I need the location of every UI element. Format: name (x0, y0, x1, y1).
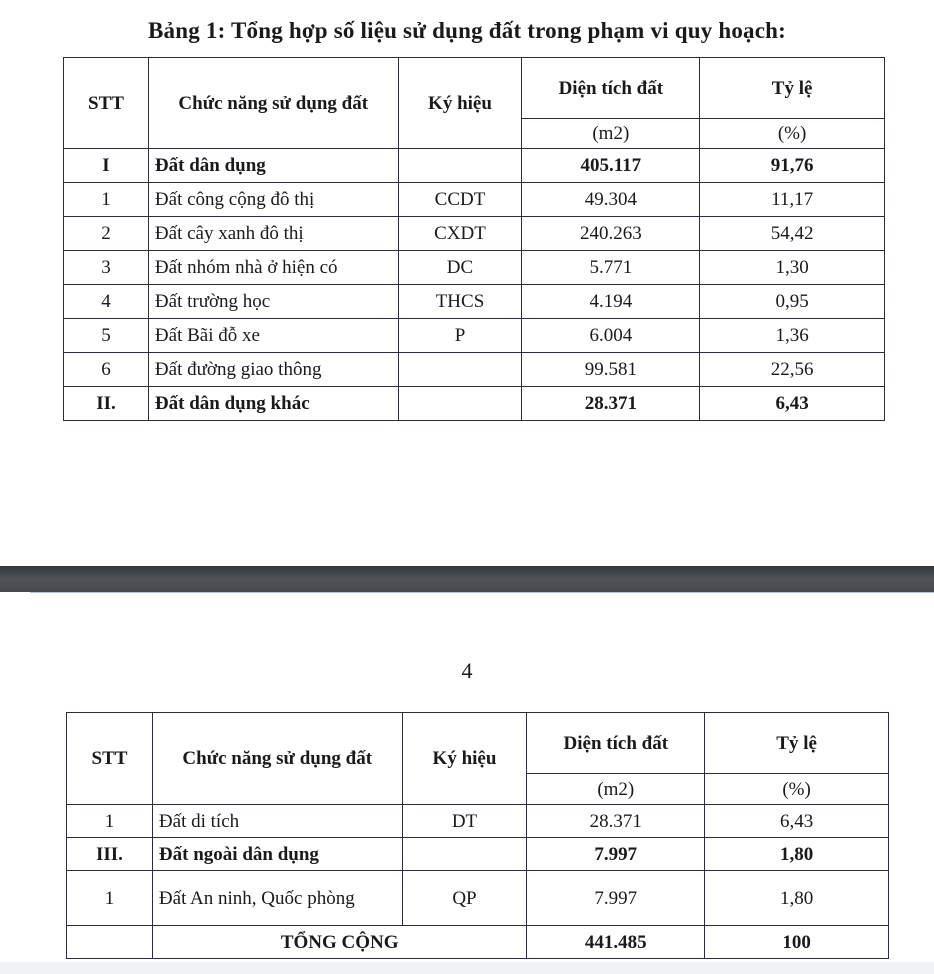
header-area: Diện tích đất (526, 712, 706, 774)
table-row: II. Đất dân dụng khác 28.371 6,43 (63, 386, 885, 421)
page-break-line (30, 592, 934, 593)
table-row: III. Đất ngoài dân dụng 7.997 1,80 (66, 837, 889, 871)
cell-stt: 6 (63, 352, 149, 387)
cell-symbol: QP (401, 870, 528, 926)
cell-symbol (397, 148, 523, 183)
cell-symbol: DC (397, 250, 523, 285)
cell-name: Đất đường giao thông (147, 352, 399, 387)
table-row: 1 Đất di tích DT 28.371 6,43 (66, 804, 889, 838)
cell-area: 5.771 (521, 250, 701, 285)
cell-area: 49.304 (521, 182, 701, 217)
cell-name: Đất dân dụng (147, 148, 399, 183)
cell-symbol: CXDT (397, 216, 523, 251)
header-ratio-unit: (%) (699, 118, 885, 149)
header-function: Chức năng sử dụng đất (147, 57, 399, 149)
header-area: Diện tích đất (521, 57, 701, 119)
cell-ratio: 1,30 (699, 250, 885, 285)
header-area-unit: (m2) (526, 773, 706, 805)
page-break-bar (0, 566, 934, 592)
cell-name: Đất nhóm nhà ở hiện có (147, 250, 399, 285)
cell-ratio: 0,95 (699, 284, 885, 319)
cell-area: 405.117 (521, 148, 701, 183)
cell-name: Đất An ninh, Quốc phòng (151, 870, 403, 926)
cell-name: Đất công cộng đô thị (147, 182, 399, 217)
header-stt: STT (63, 57, 149, 149)
cell-symbol: THCS (397, 284, 523, 319)
cell-stt: 1 (63, 182, 149, 217)
cell-name: Đất ngoài dân dụng (151, 837, 403, 871)
cell-name: Đất trường học (147, 284, 399, 319)
header-ratio: Tỷ lệ (699, 57, 885, 119)
table-row: 2 Đất cây xanh đô thị CXDT 240.263 54,42 (63, 216, 885, 251)
page-bottom (0, 962, 934, 974)
cell-area: 240.263 (521, 216, 701, 251)
cell-ratio: 6,43 (699, 386, 885, 421)
cell-name: Đất dân dụng khác (147, 386, 399, 421)
cell-stt (66, 925, 153, 959)
cell-stt: 2 (63, 216, 149, 251)
total-ratio: 100 (704, 925, 889, 959)
cell-ratio: 54,42 (699, 216, 885, 251)
cell-stt: 1 (66, 804, 153, 838)
cell-ratio: 1,36 (699, 318, 885, 353)
cell-stt: 4 (63, 284, 149, 319)
table-row: 6 Đất đường giao thông 99.581 22,56 (63, 352, 885, 387)
total-label: TỔNG CỘNG (151, 925, 528, 959)
cell-ratio: 1,80 (704, 837, 889, 871)
cell-ratio: 91,76 (699, 148, 885, 183)
cell-stt: I (63, 148, 149, 183)
cell-stt: 3 (63, 250, 149, 285)
table-row: 3 Đất nhóm nhà ở hiện có DC 5.771 1,30 (63, 250, 885, 285)
total-area: 441.485 (526, 925, 706, 959)
table-row: 1 Đất công cộng đô thị CCDT 49.304 11,17 (63, 182, 885, 217)
header-symbol: Ký hiệu (401, 712, 528, 805)
header-ratio: Tỷ lệ (704, 712, 889, 774)
cell-area: 99.581 (521, 352, 701, 387)
cell-area: 28.371 (521, 386, 701, 421)
header-stt: STT (66, 712, 153, 805)
total-row: TỔNG CỘNG 441.485 100 (66, 925, 889, 959)
table-title: Bảng 1: Tổng hợp số liệu sử dụng đất tro… (148, 18, 786, 43)
cell-stt: II. (63, 386, 149, 421)
cell-symbol: CCDT (397, 182, 523, 217)
cell-name: Đất cây xanh đô thị (147, 216, 399, 251)
table-row: I Đất dân dụng 405.117 91,76 (63, 148, 885, 183)
cell-stt: 5 (63, 318, 149, 353)
table-row: 5 Đất Bãi đỗ xe P 6.004 1,36 (63, 318, 885, 353)
cell-symbol: P (397, 318, 523, 353)
header-symbol: Ký hiệu (397, 57, 523, 149)
cell-name: Đất Bãi đỗ xe (147, 318, 399, 353)
land-use-table-2: STT Chức năng sử dụng đất Ký hiệu Diện t… (66, 712, 889, 959)
page-number: 4 (461, 658, 473, 683)
cell-symbol (397, 352, 523, 387)
cell-ratio: 11,17 (699, 182, 885, 217)
cell-ratio: 6,43 (704, 804, 889, 838)
cell-stt: III. (66, 837, 153, 871)
header-ratio-unit: (%) (704, 773, 889, 805)
cell-symbol: DT (401, 804, 528, 838)
cell-area: 7.997 (526, 837, 706, 871)
cell-area: 7.997 (526, 870, 706, 926)
cell-area: 4.194 (521, 284, 701, 319)
cell-name: Đất di tích (151, 804, 403, 838)
cell-stt: 1 (66, 870, 153, 926)
cell-ratio: 22,56 (699, 352, 885, 387)
table-row: 4 Đất trường học THCS 4.194 0,95 (63, 284, 885, 319)
cell-area: 28.371 (526, 804, 706, 838)
header-function: Chức năng sử dụng đất (151, 712, 403, 805)
header-area-unit: (m2) (521, 118, 701, 149)
land-use-table-1: STT Chức năng sử dụng đất Ký hiệu Diện t… (63, 57, 885, 421)
cell-symbol (401, 837, 528, 871)
cell-symbol (397, 386, 523, 421)
cell-ratio: 1,80 (704, 870, 889, 926)
cell-area: 6.004 (521, 318, 701, 353)
table-row: 1 Đất An ninh, Quốc phòng QP 7.997 1,80 (66, 870, 889, 926)
